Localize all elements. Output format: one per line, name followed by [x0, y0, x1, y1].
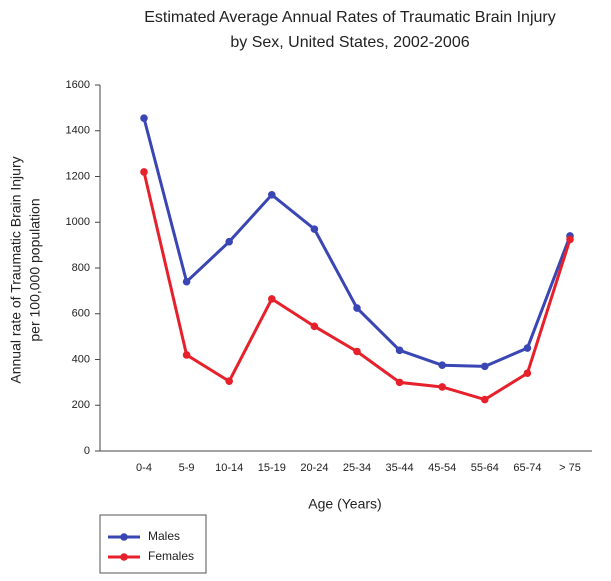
data-point — [268, 295, 276, 303]
data-point — [182, 277, 191, 286]
x-tick-label: 5-9 — [179, 462, 195, 474]
x-tick-label: 10-14 — [215, 462, 243, 474]
x-tick-label: 15-19 — [258, 462, 286, 474]
data-point — [310, 322, 319, 331]
x-axis-label: Age (Years) — [308, 496, 381, 512]
x-tick-label: 25-34 — [343, 462, 371, 474]
legend-marker — [120, 553, 128, 561]
y-tick-label: 400 — [72, 353, 90, 365]
data-point — [481, 395, 489, 404]
y-tick-label: 600 — [72, 308, 90, 320]
x-tick-label: > 75 — [559, 462, 581, 474]
x-tick-label: 35-44 — [386, 462, 414, 474]
data-point — [438, 361, 447, 370]
y-tick-label: 200 — [72, 399, 90, 411]
chart-title: by Sex, United States, 2002-2006 — [230, 34, 469, 51]
legend-label: Males — [148, 529, 180, 543]
data-point — [395, 378, 404, 387]
x-tick-label: 65-74 — [513, 462, 541, 474]
data-point — [523, 369, 532, 378]
data-point — [438, 383, 447, 391]
legend-label: Females — [148, 549, 194, 563]
data-point — [225, 237, 233, 246]
series-line — [142, 117, 572, 368]
data-point — [225, 377, 233, 386]
y-axis-label: Annual rate of Traumatic Brain Injury — [8, 156, 24, 383]
data-point — [140, 168, 148, 176]
series-line — [142, 171, 572, 402]
data-point — [481, 362, 489, 371]
y-tick-label: 800 — [72, 262, 90, 274]
data-point — [353, 347, 361, 356]
x-tick-label: 0-4 — [136, 462, 152, 474]
y-tick-label: 0 — [84, 445, 90, 457]
y-tick-label: 1600 — [66, 79, 90, 91]
legend-marker — [120, 533, 128, 541]
y-axis-label: per 100,000 population — [27, 198, 43, 341]
data-point — [268, 191, 276, 199]
x-tick-label: 45-54 — [428, 462, 456, 474]
data-point — [310, 225, 319, 233]
data-point — [523, 344, 532, 352]
y-tick-label: 1400 — [66, 125, 90, 137]
data-point — [182, 351, 191, 359]
data-point — [566, 235, 574, 244]
y-tick-label: 1000 — [66, 216, 90, 228]
data-point — [353, 304, 361, 312]
x-tick-label: 55-64 — [471, 462, 499, 474]
chart-title: Estimated Average Annual Rates of Trauma… — [144, 9, 555, 26]
x-tick-label: 20-24 — [300, 462, 328, 474]
data-point — [140, 114, 148, 122]
y-tick-label: 1200 — [66, 170, 90, 182]
legend-box — [99, 514, 207, 574]
data-point — [395, 346, 404, 355]
